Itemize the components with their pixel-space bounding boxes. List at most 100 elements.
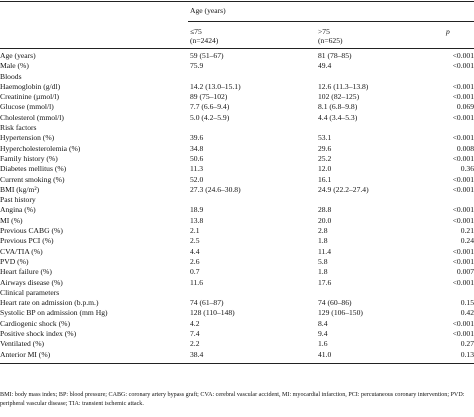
table-row: Heart rate on admission (b.p.m.) 74 (61–8… bbox=[0, 298, 474, 308]
age-gt75-value: 8.4 bbox=[318, 318, 328, 328]
age-gt75-value: 53.1 bbox=[318, 133, 332, 143]
row-label: Previous CABG (%) bbox=[0, 226, 63, 236]
table-row: Creatinine (µmol/l) 89 (75–102) 102 (82–12… bbox=[0, 92, 474, 102]
row-label: Creatinine (µmol/l) bbox=[0, 92, 59, 102]
table-row: Bloods bbox=[0, 72, 474, 82]
p-value: <0.001 bbox=[452, 246, 474, 256]
row-label: Heart rate on admission (b.p.m.) bbox=[0, 298, 99, 308]
row-label: Hypertension (%) bbox=[0, 133, 55, 143]
age-le75-value: 2.6 bbox=[190, 256, 200, 266]
p-value: 0.008 bbox=[456, 143, 474, 153]
p-value: 0.007 bbox=[456, 267, 474, 277]
p-value: <0.001 bbox=[452, 205, 474, 215]
table-row: Age (years) 59 (51–67) 81 (78–85) <0.001 bbox=[0, 51, 474, 61]
age-le75-value: 13.8 bbox=[190, 215, 204, 225]
age-le75-value: 75.9 bbox=[190, 61, 204, 71]
age-le75-value: 5.0 (4.2–5.9) bbox=[190, 112, 230, 122]
p-value: 0.42 bbox=[460, 308, 474, 318]
p-value: 0.27 bbox=[460, 339, 474, 349]
age-gt75-value: 1.8 bbox=[318, 236, 328, 246]
age-gt75-value: 16.1 bbox=[318, 174, 332, 184]
table-row: Previous PCI (%) 2.5 1.8 0.24 bbox=[0, 236, 474, 246]
table-row: Cholesterol (mmol/l) 5.0 (4.2–5.9) 4.4 (3.… bbox=[0, 113, 474, 123]
row-label: BMI (kg/m²) bbox=[0, 184, 40, 194]
row-label: Glucose (mmol/l) bbox=[0, 102, 54, 112]
table-row: Hypertension (%) 39.6 53.1 <0.001 bbox=[0, 133, 474, 143]
row-label: Haemoglobin (g/dl) bbox=[0, 81, 61, 91]
col1-n-header: (n=2424) bbox=[190, 36, 219, 45]
age-gt75-value bbox=[318, 123, 432, 133]
table-row: Positive shock index (%) 7.4 9.4 <0.001 bbox=[0, 329, 474, 339]
p-value: <0.001 bbox=[452, 133, 474, 143]
age-le75-value bbox=[190, 195, 318, 205]
row-label: Airways disease (%) bbox=[0, 277, 63, 287]
age-le75-value: 74 (61–87) bbox=[190, 298, 224, 308]
p-value: <0.001 bbox=[452, 81, 474, 91]
p-value: <0.001 bbox=[452, 256, 474, 266]
age-gt75-value: 81 (78–85) bbox=[318, 51, 352, 60]
row-label: Family history (%) bbox=[0, 153, 58, 163]
p-value: <0.001 bbox=[452, 184, 474, 194]
age-gt75-value: 12.6 (11.3–13.8) bbox=[318, 81, 369, 91]
row-label: Hypercholesterolemia (%) bbox=[0, 143, 81, 153]
header-rule bbox=[0, 48, 474, 49]
p-value: <0.001 bbox=[452, 318, 474, 328]
col2-range-header: >75 bbox=[318, 27, 330, 36]
age-le75-value: 89 (75–102) bbox=[190, 92, 228, 102]
age-gt75-value bbox=[318, 288, 432, 298]
age-gt75-value: 5.8 bbox=[318, 256, 328, 266]
age-le75-value: 34.8 bbox=[190, 143, 204, 153]
data-table: Age (years) 59 (51–67) 81 (78–85) <0.001 Mal… bbox=[0, 51, 474, 360]
age-gt75-value: 1.8 bbox=[318, 267, 328, 277]
age-gt75-value: 25.2 bbox=[318, 153, 332, 163]
row-label: Cholesterol (mmol/l) bbox=[0, 112, 64, 122]
age-le75-value: 50.6 bbox=[190, 153, 204, 163]
age-le75-value: 7.7 (6.6–9.4) bbox=[190, 102, 230, 112]
p-value: 0.36 bbox=[460, 164, 474, 174]
table-row: Hypercholesterolemia (%) 34.8 29.6 0.008 bbox=[0, 144, 474, 154]
top-rule bbox=[0, 1, 474, 2]
row-label: Bloods bbox=[0, 71, 22, 81]
age-le75-value: 4.2 bbox=[190, 318, 200, 328]
p-value: <0.001 bbox=[452, 61, 474, 71]
col2-n-header: (n=625) bbox=[318, 36, 343, 45]
col1-range-header: ≤75 bbox=[190, 27, 202, 36]
row-label: Male (%) bbox=[0, 61, 29, 71]
age-gt75-value: 12.0 bbox=[318, 164, 332, 174]
p-value: <0.001 bbox=[452, 92, 474, 102]
group-rule bbox=[188, 21, 474, 22]
p-value: <0.001 bbox=[452, 153, 474, 163]
row-label: MI (%) bbox=[0, 215, 23, 225]
p-value: 0.13 bbox=[460, 349, 474, 359]
age-gt75-value: 49.4 bbox=[318, 61, 332, 71]
p-value: <0.001 bbox=[452, 215, 474, 225]
table-row: Risk factors bbox=[0, 123, 474, 133]
age-le75-value: 27.3 (24.6–30.8) bbox=[190, 184, 241, 194]
age-gt75-value: 24.9 (22.2–27.4) bbox=[318, 184, 369, 194]
age-le75-value: 59 (51–67) bbox=[190, 51, 224, 60]
table-row: CVA/TIA (%) 4.4 11.4 <0.001 bbox=[0, 247, 474, 257]
p-value: <0.001 bbox=[452, 51, 474, 60]
table-row: MI (%) 13.8 20.0 <0.001 bbox=[0, 216, 474, 226]
age-le75-value: 0.7 bbox=[190, 267, 200, 277]
p-value: 0.21 bbox=[460, 226, 474, 236]
age-gt75-value: 129 (106–150) bbox=[318, 308, 363, 318]
p-value bbox=[432, 288, 474, 298]
p-value bbox=[432, 123, 474, 133]
age-le75-value: 39.6 bbox=[190, 133, 204, 143]
age-gt75-value: 41.0 bbox=[318, 349, 332, 359]
row-label: Positive shock index (%) bbox=[0, 329, 77, 339]
age-le75-value: 14.2 (13.0–15.1) bbox=[190, 81, 241, 91]
age-gt75-value: 17.6 bbox=[318, 277, 332, 287]
p-value bbox=[432, 195, 474, 205]
age-le75-value: 11.6 bbox=[190, 277, 204, 287]
table-row: Systolic BP on admission (mm Hg) 128 (110… bbox=[0, 308, 474, 318]
age-le75-value: 2.5 bbox=[190, 236, 200, 246]
row-label: Age (years) bbox=[0, 51, 36, 60]
table-row: Anterior MI (%) 38.4 41.0 0.13 bbox=[0, 350, 474, 360]
age-gt75-value: 29.6 bbox=[318, 143, 332, 153]
row-label: CVA/TIA (%) bbox=[0, 246, 43, 256]
table-row: Male (%) 75.9 49.4 <0.001 bbox=[0, 61, 474, 71]
age-le75-value bbox=[190, 288, 318, 298]
